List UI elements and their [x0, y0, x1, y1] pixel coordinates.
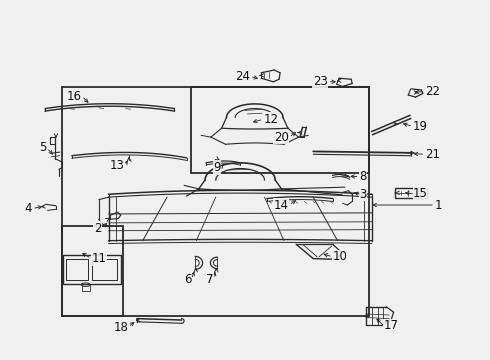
Text: 9: 9	[213, 161, 220, 174]
Text: 2: 2	[94, 222, 101, 235]
Bar	[62, 87, 369, 316]
Text: 1: 1	[435, 198, 442, 212]
Text: 21: 21	[425, 148, 441, 161]
Text: 22: 22	[425, 85, 441, 98]
Text: 4: 4	[24, 202, 32, 215]
Text: 3: 3	[360, 188, 367, 201]
Text: 5: 5	[39, 141, 47, 154]
Text: 6: 6	[184, 273, 192, 286]
Text: 11: 11	[92, 252, 106, 265]
Bar	[66, 259, 88, 280]
Text: 23: 23	[313, 75, 328, 88]
Text: 18: 18	[113, 321, 128, 334]
Bar	[62, 226, 123, 316]
Text: 19: 19	[413, 120, 428, 133]
Text: 14: 14	[274, 198, 289, 212]
Text: 17: 17	[384, 319, 399, 332]
Bar	[92, 259, 117, 280]
Bar	[395, 188, 427, 198]
Bar	[192, 87, 369, 173]
Text: 8: 8	[360, 170, 367, 183]
Text: 15: 15	[413, 187, 428, 200]
Text: 16: 16	[67, 90, 82, 103]
Text: 10: 10	[333, 250, 347, 263]
Text: 13: 13	[110, 159, 124, 172]
Text: 20: 20	[274, 131, 289, 144]
Text: 24: 24	[235, 70, 250, 83]
Text: 7: 7	[206, 273, 213, 286]
Bar	[63, 255, 121, 284]
Text: 12: 12	[264, 113, 278, 126]
